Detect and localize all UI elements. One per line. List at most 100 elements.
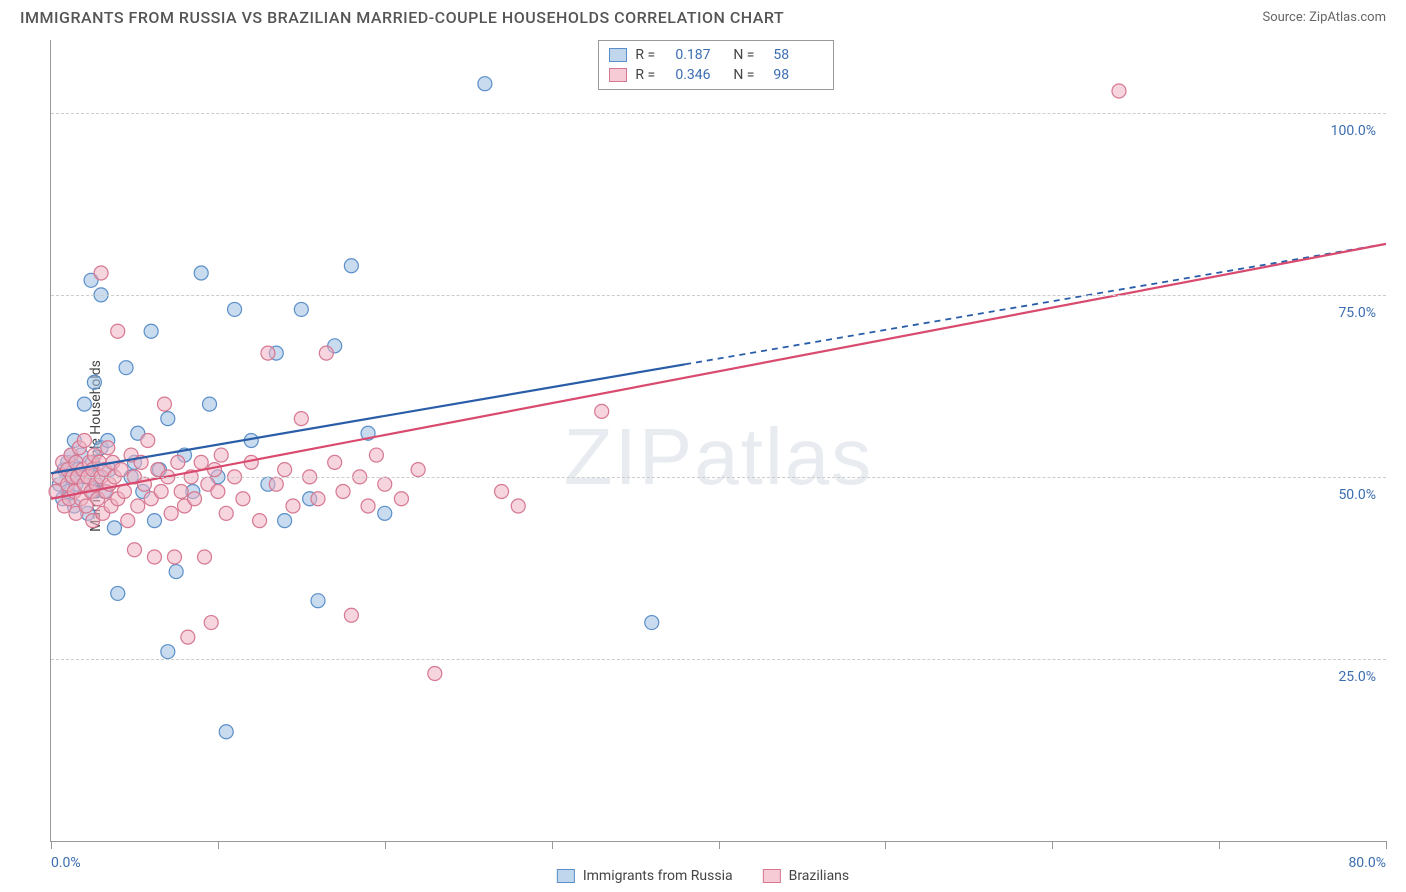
x-tick-label: 0.0% xyxy=(51,855,81,871)
trend-line xyxy=(51,364,685,473)
data-point xyxy=(261,346,275,360)
data-point xyxy=(154,484,168,498)
r-label: R = xyxy=(635,67,667,83)
data-point xyxy=(94,266,108,280)
x-tick xyxy=(552,841,553,849)
x-tick-label: 80.0% xyxy=(1348,855,1386,871)
x-tick xyxy=(1219,841,1220,849)
data-point xyxy=(127,543,141,557)
y-tick-label: 25.0% xyxy=(1338,669,1376,685)
x-tick xyxy=(1052,841,1053,849)
data-point xyxy=(121,514,135,528)
data-point xyxy=(228,302,242,316)
data-point xyxy=(147,514,161,528)
chart-plot-area: ZIPatlas R =0.187N =58R =0.346N =98 25.0… xyxy=(50,40,1386,842)
x-tick xyxy=(885,841,886,849)
chart-title: IMMIGRANTS FROM RUSSIA VS BRAZILIAN MARR… xyxy=(20,8,784,27)
data-point xyxy=(214,448,228,462)
data-point xyxy=(311,492,325,506)
legend-swatch xyxy=(609,68,627,82)
data-point xyxy=(211,484,225,498)
y-tick-label: 75.0% xyxy=(1338,305,1376,321)
r-value: 0.187 xyxy=(675,47,725,63)
data-point xyxy=(111,324,125,338)
data-point xyxy=(361,499,375,513)
y-gridline xyxy=(51,477,1386,478)
data-point xyxy=(328,455,342,469)
legend-series-label: Brazilians xyxy=(789,868,850,884)
n-value: 98 xyxy=(773,67,823,83)
legend-series-item: Brazilians xyxy=(763,868,850,884)
legend-swatch xyxy=(763,869,781,883)
data-point xyxy=(157,397,171,411)
y-tick-label: 100.0% xyxy=(1331,123,1376,139)
data-point xyxy=(101,441,115,455)
data-point xyxy=(77,434,91,448)
data-point xyxy=(181,630,195,644)
data-point xyxy=(344,608,358,622)
data-point xyxy=(147,550,161,564)
data-point xyxy=(164,506,178,520)
data-point xyxy=(188,492,202,506)
trend-line xyxy=(51,244,1386,499)
source-attribution: Source: ZipAtlas.com xyxy=(1262,10,1386,25)
y-tick-label: 50.0% xyxy=(1338,487,1376,503)
y-gridline xyxy=(51,113,1386,114)
legend-stat-row: R =0.346N =98 xyxy=(609,65,823,85)
data-point xyxy=(311,594,325,608)
n-value: 58 xyxy=(773,47,823,63)
data-point xyxy=(169,565,183,579)
data-point xyxy=(253,514,267,528)
data-point xyxy=(278,514,292,528)
data-point xyxy=(131,499,145,513)
data-point xyxy=(77,397,91,411)
source-name: ZipAtlas.com xyxy=(1309,10,1386,25)
y-gridline xyxy=(51,295,1386,296)
legend-swatch xyxy=(609,48,627,62)
scatter-plot-svg xyxy=(51,40,1386,841)
data-point xyxy=(194,455,208,469)
n-label: N = xyxy=(733,47,765,63)
data-point xyxy=(87,375,101,389)
y-gridline xyxy=(51,659,1386,660)
data-point xyxy=(1112,84,1126,98)
data-point xyxy=(511,499,525,513)
x-tick xyxy=(385,841,386,849)
r-value: 0.346 xyxy=(675,67,725,83)
data-point xyxy=(269,477,283,491)
data-point xyxy=(369,448,383,462)
data-point xyxy=(294,302,308,316)
data-point xyxy=(141,434,155,448)
data-point xyxy=(645,616,659,630)
data-point xyxy=(286,499,300,513)
data-point xyxy=(107,521,121,535)
data-point xyxy=(161,412,175,426)
x-tick xyxy=(218,841,219,849)
x-tick xyxy=(719,841,720,849)
data-point xyxy=(111,586,125,600)
data-point xyxy=(144,324,158,338)
x-tick xyxy=(51,841,52,849)
data-point xyxy=(208,463,222,477)
x-tick xyxy=(1386,841,1387,849)
data-point xyxy=(378,477,392,491)
legend-stat-row: R = 0.187 N = 58 xyxy=(609,45,823,65)
legend-swatch xyxy=(557,869,575,883)
legend-series-item: Immigrants from Russia xyxy=(557,868,733,884)
data-point xyxy=(198,550,212,564)
data-point xyxy=(119,361,133,375)
data-point xyxy=(378,506,392,520)
data-point xyxy=(319,346,333,360)
data-point xyxy=(219,725,233,739)
data-point xyxy=(219,506,233,520)
data-point xyxy=(336,484,350,498)
data-point xyxy=(167,550,181,564)
data-point xyxy=(203,397,217,411)
r-label: R = xyxy=(635,47,667,63)
data-point xyxy=(278,463,292,477)
source-label: Source: xyxy=(1262,10,1309,25)
data-point xyxy=(428,667,442,681)
data-point xyxy=(174,484,188,498)
data-point xyxy=(294,412,308,426)
data-point xyxy=(478,77,492,91)
